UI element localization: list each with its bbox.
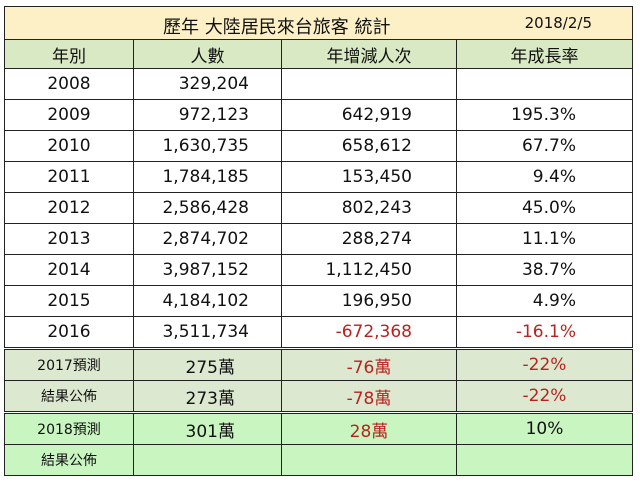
growth-cell[interactable]: 45.0% [456,192,633,224]
visitor-stats-table: 歷年 大陸居民來台旅客 統計 2018/2/5 年別 人數 年增減人次 年成長率… [4,6,633,476]
year-cell[interactable]: 2014 [4,254,134,286]
header-year[interactable]: 年別 [4,39,134,69]
table-row: 2016 3,511,734 -672,368 -16.1% [4,316,633,349]
growth-cell[interactable]: 9.4% [456,161,633,193]
growth-cell[interactable]: 11.1% [456,223,633,255]
table-row: 2015 4,184,102 196,950 4.9% [4,285,633,317]
result-count-cell[interactable] [133,444,282,476]
change-cell[interactable]: 802,243 [281,192,457,224]
change-cell[interactable]: 642,919 [281,99,457,131]
year-cell[interactable]: 2008 [4,68,134,100]
forecast-change-cell[interactable]: 28萬 [281,411,457,445]
table-title: 歷年 大陸居民來台旅客 統計 [163,17,391,38]
table-row: 2014 3,987,152 1,112,450 38.7% [4,254,633,286]
result-label-cell[interactable]: 結果公佈 [4,380,134,413]
result-count-cell[interactable]: 273萬 [133,380,282,413]
forecast-change-cell[interactable]: -76萬 [281,347,457,381]
count-cell[interactable]: 3,511,734 [133,316,282,349]
year-cell[interactable]: 2013 [4,223,134,255]
result-growth-cell[interactable] [456,444,633,476]
change-cell[interactable]: 196,950 [281,285,457,317]
growth-cell[interactable]: -16.1% [456,316,633,349]
forecast-count-cell[interactable]: 275萬 [133,347,282,381]
count-cell[interactable]: 3,987,152 [133,254,282,286]
forecast-label-cell[interactable]: 2017預測 [4,347,134,381]
year-cell[interactable]: 2010 [4,130,134,162]
header-row: 年別 人數 年增減人次 年成長率 [4,39,633,69]
table-row: 2009 972,123 642,919 195.3% [4,99,633,131]
header-change[interactable]: 年增減人次 [281,39,457,69]
count-cell[interactable]: 329,204 [133,68,282,100]
growth-cell[interactable]: 67.7% [456,130,633,162]
forecast-label-cell[interactable]: 2018預測 [4,411,134,445]
forecast-growth-cell[interactable]: 10% [456,411,633,445]
change-cell[interactable]: 288,274 [281,223,457,255]
growth-cell[interactable]: 38.7% [456,254,633,286]
result-row-2018: 結果公佈 [4,444,633,476]
table-row: 2010 1,630,735 658,612 67.7% [4,130,633,162]
year-cell[interactable]: 2012 [4,192,134,224]
growth-cell[interactable] [456,68,633,100]
count-cell[interactable]: 1,784,185 [133,161,282,193]
forecast-row-2018: 2018預測 301萬 28萬 10% [4,411,633,445]
title-row: 歷年 大陸居民來台旅客 統計 2018/2/5 [4,6,633,40]
forecast-row-2017: 2017預測 275萬 -76萬 -22% [4,347,633,381]
result-change-cell[interactable]: -78萬 [281,380,457,413]
change-cell[interactable]: 153,450 [281,161,457,193]
header-count[interactable]: 人數 [133,39,282,69]
change-cell[interactable] [281,68,457,100]
report-date: 2018/2/5 [524,14,592,32]
table-row: 2012 2,586,428 802,243 45.0% [4,192,633,224]
count-cell[interactable]: 1,630,735 [133,130,282,162]
result-label-cell[interactable]: 結果公佈 [4,444,134,476]
growth-cell[interactable]: 195.3% [456,99,633,131]
header-growth[interactable]: 年成長率 [456,39,633,69]
title-cell[interactable]: 歷年 大陸居民來台旅客 統計 2018/2/5 [4,6,633,40]
forecast-count-cell[interactable]: 301萬 [133,411,282,445]
table-row: 2008 329,204 [4,68,633,100]
change-cell[interactable]: 1,112,450 [281,254,457,286]
result-growth-cell[interactable]: -22% [456,380,633,413]
year-cell[interactable]: 2015 [4,285,134,317]
year-cell[interactable]: 2016 [4,316,134,349]
growth-cell[interactable]: 4.9% [456,285,633,317]
count-cell[interactable]: 4,184,102 [133,285,282,317]
count-cell[interactable]: 972,123 [133,99,282,131]
count-cell[interactable]: 2,874,702 [133,223,282,255]
result-change-cell[interactable] [281,444,457,476]
count-cell[interactable]: 2,586,428 [133,192,282,224]
change-cell[interactable]: -672,368 [281,316,457,349]
result-row-2017: 結果公佈 273萬 -78萬 -22% [4,380,633,413]
table-row: 2011 1,784,185 153,450 9.4% [4,161,633,193]
change-cell[interactable]: 658,612 [281,130,457,162]
year-cell[interactable]: 2009 [4,99,134,131]
table-row: 2013 2,874,702 288,274 11.1% [4,223,633,255]
year-cell[interactable]: 2011 [4,161,134,193]
forecast-growth-cell[interactable]: -22% [456,347,633,381]
